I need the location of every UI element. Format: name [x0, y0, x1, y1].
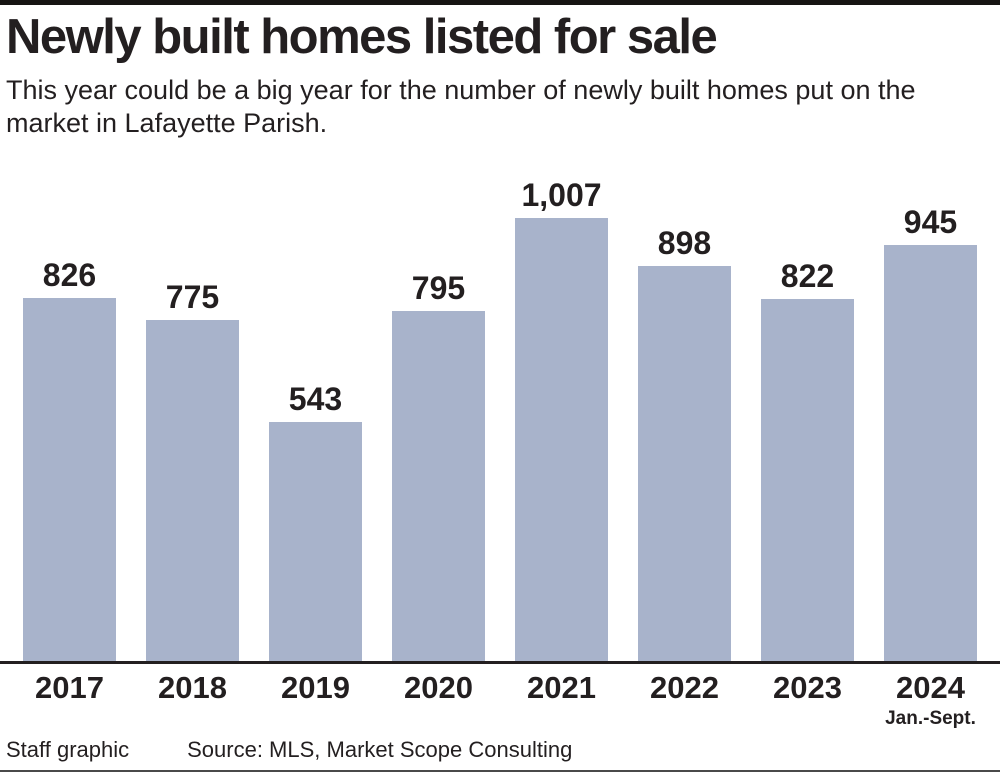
x-axis-label-2024: 2024 Jan.-Sept. — [869, 670, 992, 729]
x-axis-label-text: 2017 — [35, 670, 104, 706]
bar — [761, 299, 854, 662]
bar-group-2020: 795 — [377, 270, 500, 662]
x-axis-label-2018: 2018 — [131, 670, 254, 729]
chart-footer: Staff graphic Source: MLS, Market Scope … — [6, 737, 994, 763]
chart-title: Newly built homes listed for sale — [6, 10, 718, 64]
x-axis-label-text: 2022 — [650, 670, 719, 706]
bar-group-2023: 822 — [746, 258, 869, 662]
x-axis-label-2022: 2022 — [623, 670, 746, 729]
bar-group-2022: 898 — [623, 225, 746, 662]
bar-value-label: 1,007 — [521, 177, 602, 214]
top-rule — [0, 0, 1000, 5]
x-axis-label-text: 2023 — [773, 670, 842, 706]
bar-value-label: 775 — [165, 279, 220, 316]
x-axis-label-2020: 2020 — [377, 670, 500, 729]
x-axis-label-text: 2020 — [404, 670, 473, 706]
bar-group-2018: 775 — [131, 279, 254, 662]
bar-value-label: 543 — [288, 381, 343, 418]
x-axis-label-text: 2024 — [896, 670, 965, 706]
bar — [638, 266, 731, 662]
source-text: Source: MLS, Market Scope Consulting — [187, 737, 573, 762]
bar-value-label: 795 — [411, 270, 466, 307]
bar-value-label: 826 — [42, 257, 97, 294]
x-axis-label-text: 2019 — [281, 670, 350, 706]
bar-group-2019: 543 — [254, 381, 377, 662]
bar-group-2021: 1,007 — [500, 177, 623, 662]
x-axis-label-2017: 2017 — [8, 670, 131, 729]
bar — [269, 422, 362, 662]
x-axis-label-text: 2021 — [527, 670, 596, 706]
x-axis-label-text: 2018 — [158, 670, 227, 706]
x-axis-labels-row: 2017 2018 2019 2020 2021 2022 2023 2024 Jan.-Sep… — [0, 664, 1000, 729]
chart-subtitle: This year could be a big year for the nu… — [6, 74, 916, 139]
bottom-rule — [0, 770, 1000, 772]
bar — [392, 311, 485, 662]
x-axis-sublabel: Jan.-Sept. — [885, 707, 976, 729]
bar-group-2017: 826 — [8, 257, 131, 662]
bar — [884, 245, 977, 662]
bar — [146, 320, 239, 662]
bar-chart-plot-area: 826 775 543 795 1,007 898 822 945 — [0, 177, 1000, 662]
bar-value-label: 898 — [657, 225, 712, 262]
credit-text: Staff graphic — [6, 737, 130, 762]
bar-group-2024: 945 — [869, 204, 992, 662]
bar — [23, 298, 116, 662]
x-axis-label-2019: 2019 — [254, 670, 377, 729]
bar — [515, 218, 608, 662]
x-axis-label-2023: 2023 — [746, 670, 869, 729]
bar-value-label: 822 — [780, 258, 835, 295]
x-axis-label-2021: 2021 — [500, 670, 623, 729]
x-axis-line — [0, 661, 1000, 665]
bar-value-label: 945 — [903, 204, 958, 241]
